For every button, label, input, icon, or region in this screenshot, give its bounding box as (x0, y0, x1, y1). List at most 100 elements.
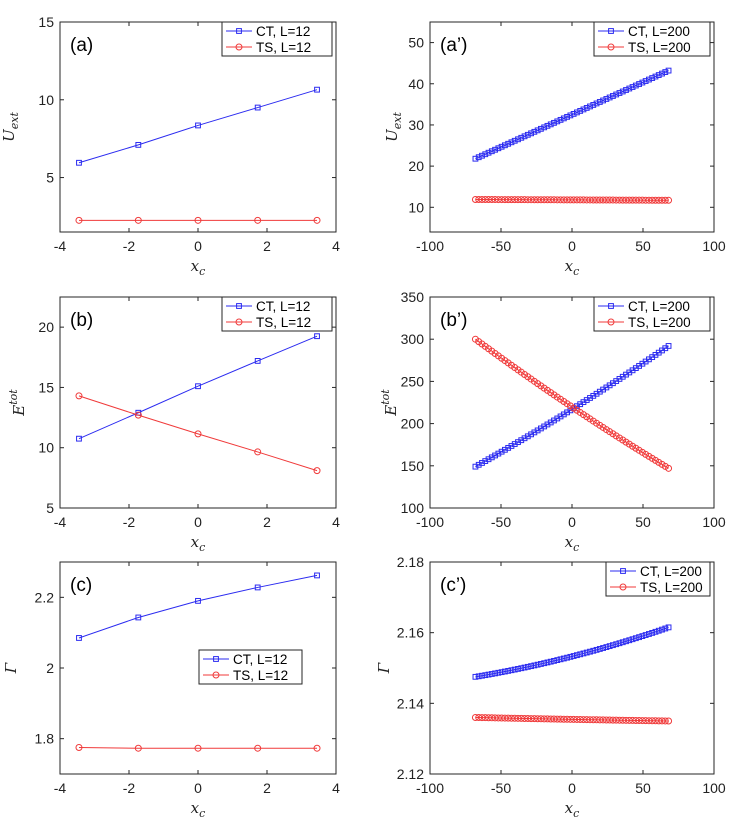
data-point-ts (543, 715, 551, 723)
data-point-ts (481, 714, 489, 722)
data-point-ct (665, 67, 672, 74)
x-tick-label: -2 (123, 514, 136, 530)
legend-entry: CT, L=12 (256, 299, 310, 314)
data-point-ts (596, 196, 604, 204)
x-tick-label: 50 (635, 780, 651, 796)
data-point-ts (254, 448, 262, 456)
data-point-ct (655, 72, 662, 78)
data-point-ts (194, 430, 202, 438)
data-point-ts (599, 716, 607, 724)
legend-entry: TS, L=12 (256, 40, 311, 55)
data-point-ct (511, 137, 518, 144)
data-point-ct (544, 122, 551, 129)
data-point-ct (547, 658, 554, 665)
data-point-ts (537, 196, 545, 204)
legend-swatch-marker (236, 28, 242, 34)
data-point-ct (665, 624, 672, 631)
data-point-ts (665, 464, 673, 472)
data-point-ct (567, 112, 574, 119)
data-point-ct (135, 141, 142, 148)
data-point-ts (563, 715, 571, 723)
panel-label: (a) (70, 35, 93, 56)
data-point-ct (632, 635, 639, 642)
data-point-ct (501, 668, 508, 675)
data-point-ts (313, 467, 321, 475)
data-point-ts (485, 196, 493, 204)
legend-entry: TS, L=12 (256, 315, 311, 330)
data-point-ts (661, 717, 669, 725)
data-point-ts (629, 196, 637, 204)
data-point-ct (531, 662, 538, 669)
data-point-ct (619, 88, 626, 95)
data-point-ts (134, 744, 142, 752)
panel-label: (b’) (440, 310, 467, 331)
data-point-ts (540, 196, 548, 204)
plot-area (59, 21, 337, 233)
data-point-ts (612, 196, 620, 204)
data-point-ts (586, 716, 594, 724)
data-point-ts (530, 715, 538, 723)
y-tick-label: 350 (401, 289, 425, 305)
data-point-ct (610, 93, 616, 99)
data-point-ts (517, 714, 525, 722)
data-point-ts (576, 716, 584, 724)
data-point-ct (475, 673, 482, 680)
data-point-ts (573, 715, 581, 723)
data-point-ts (612, 716, 620, 724)
x-tick-label: 50 (635, 514, 651, 530)
data-point-ct (528, 130, 534, 137)
series-line-ct (78, 89, 318, 164)
x-axis-label: xc (565, 533, 580, 554)
data-point-ts (665, 196, 673, 204)
data-point-ct (652, 628, 659, 635)
data-point-ct (254, 584, 261, 591)
data-point-ts (648, 717, 656, 725)
data-point-ct (547, 121, 554, 128)
data-point-ts (514, 196, 522, 204)
data-point-ct (498, 143, 505, 150)
data-point-ts (655, 196, 663, 204)
y-tick-label: 15 (38, 379, 54, 395)
y-axis-label: Etot (7, 389, 28, 417)
data-point-ts (665, 717, 673, 725)
legend-entry: CT, L=12 (233, 652, 287, 667)
data-point-ts (550, 196, 558, 204)
data-point-ct (538, 661, 544, 667)
data-point-ct (195, 122, 201, 129)
y-tick-label: 150 (401, 458, 425, 474)
data-point-ts (511, 196, 519, 204)
y-tick-label: 2.2 (35, 589, 55, 605)
data-point-ts (475, 195, 483, 203)
data-point-ct (577, 651, 584, 658)
data-point-ts (570, 715, 578, 723)
y-tick-label: 40 (408, 76, 424, 92)
data-point-ts (524, 196, 532, 204)
y-axis-label: Uext (383, 112, 404, 142)
data-point-ts (661, 196, 669, 204)
data-point-ts (596, 716, 604, 724)
data-point-ts (589, 716, 597, 724)
data-point-ts (563, 196, 571, 204)
x-axis-label: xc (191, 533, 206, 554)
data-point-ct (485, 456, 492, 463)
data-point-ct (551, 657, 557, 664)
data-point-ct (195, 383, 201, 390)
data-point-ts (254, 216, 262, 224)
data-point-ts (651, 717, 659, 725)
x-tick-label: -50 (491, 780, 511, 796)
data-point-ct (616, 640, 623, 647)
data-point-ct (498, 669, 505, 676)
x-axis-label: xc (191, 257, 206, 278)
data-point-ct (508, 667, 515, 674)
data-point-ts (638, 717, 646, 725)
data-point-ct (541, 124, 548, 131)
data-point-ct (551, 119, 557, 126)
data-point-ct (518, 134, 525, 141)
data-point-ts (498, 714, 506, 722)
x-tick-label: 4 (332, 514, 340, 530)
data-point-ct (629, 636, 636, 643)
data-point-ts (553, 715, 561, 723)
x-tick-label: 50 (635, 238, 651, 254)
data-point-ts (635, 196, 643, 204)
